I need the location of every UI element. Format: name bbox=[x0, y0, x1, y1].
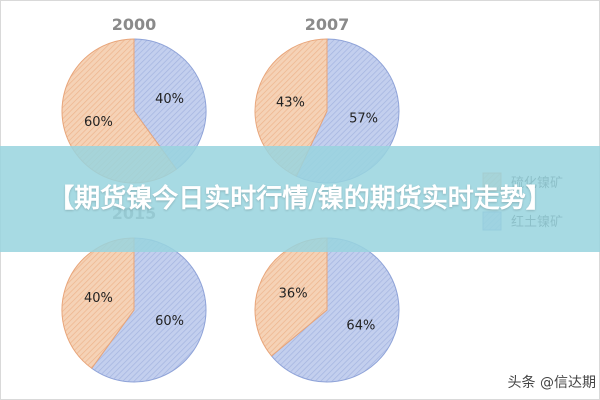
slice-label: 60% bbox=[155, 314, 184, 329]
slice-label: 36% bbox=[279, 287, 308, 302]
slice-label: 57% bbox=[349, 112, 378, 127]
chart-title: 2007 bbox=[305, 15, 350, 34]
title-banner: 【期货镍今日实时行情/镍的期货实时走势】 bbox=[0, 146, 600, 252]
slice-label: 40% bbox=[155, 92, 184, 107]
slice-label: 60% bbox=[84, 115, 113, 130]
banner-title: 【期货镍今日实时行情/镍的期货实时走势】 bbox=[48, 184, 552, 214]
pie-chart-4: 64% 36% bbox=[254, 237, 400, 383]
slice-label: 40% bbox=[84, 291, 113, 306]
slice-label: 43% bbox=[276, 95, 305, 110]
slice-label: 64% bbox=[346, 318, 375, 333]
watermark: 头条 @信达期 bbox=[507, 375, 596, 391]
chart-title: 2000 bbox=[112, 15, 157, 34]
